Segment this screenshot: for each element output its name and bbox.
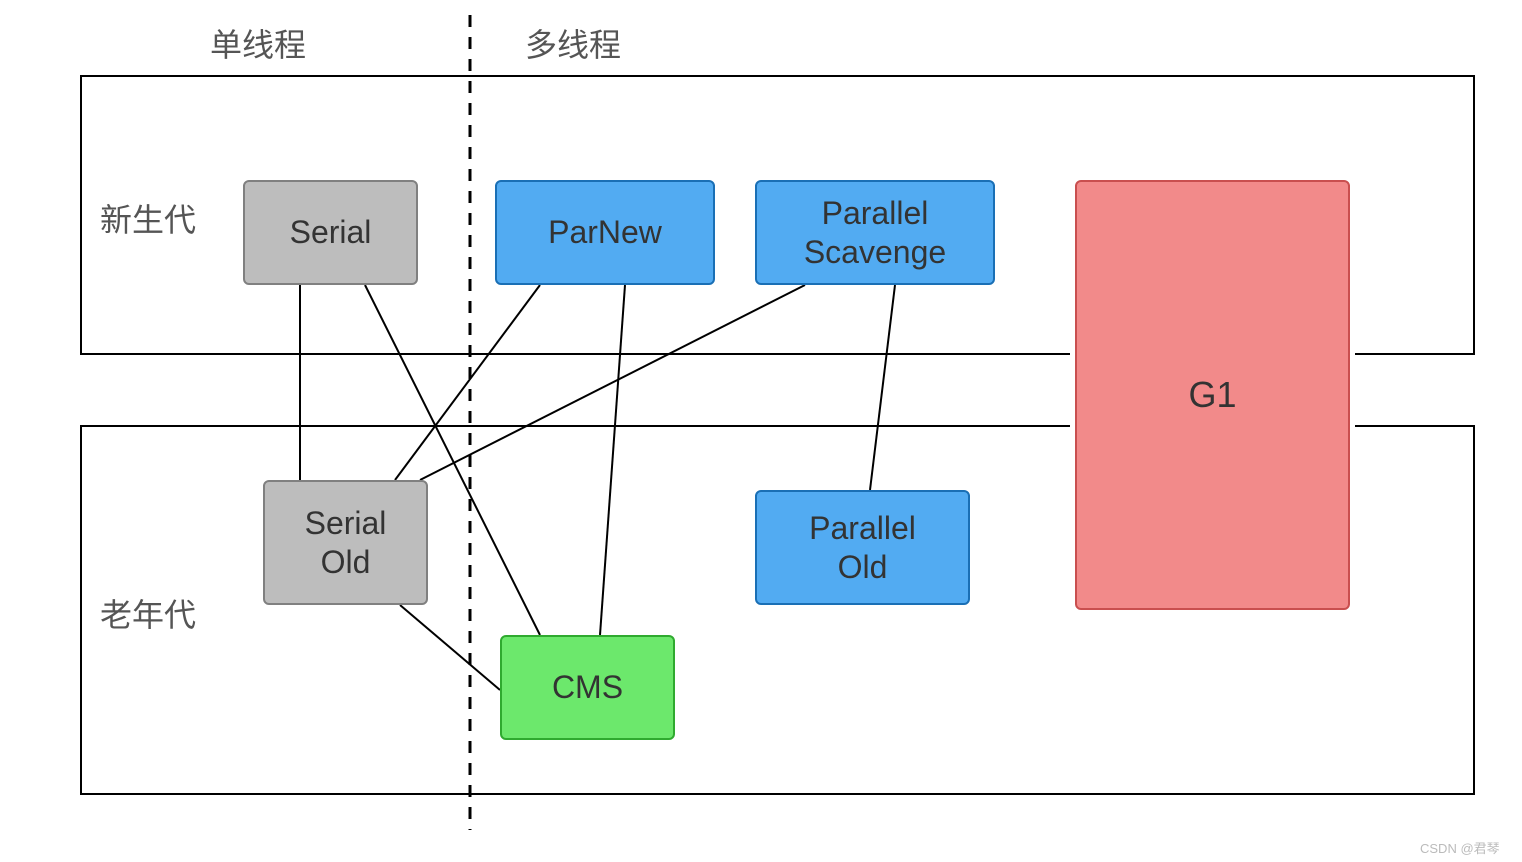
node-g1: G1 bbox=[1075, 180, 1350, 610]
gc-diagram: 单线程 多线程 新生代 老年代 Serial ParNew Parallel S… bbox=[0, 0, 1522, 862]
node-serial-old-label: Serial Old bbox=[305, 504, 387, 581]
node-parallel-scavenge: Parallel Scavenge bbox=[755, 180, 995, 285]
node-parallel-scavenge-label: Parallel Scavenge bbox=[804, 194, 946, 271]
node-parnew-label: ParNew bbox=[548, 213, 662, 251]
node-parallel-old: Parallel Old bbox=[755, 490, 970, 605]
node-parnew: ParNew bbox=[495, 180, 715, 285]
header-single-thread: 单线程 bbox=[210, 20, 306, 66]
header-multi-thread: 多线程 bbox=[525, 20, 621, 66]
row-label-young: 新生代 bbox=[100, 195, 196, 241]
node-serial: Serial bbox=[243, 180, 418, 285]
row-label-old: 老年代 bbox=[100, 590, 196, 636]
node-serial-label: Serial bbox=[290, 213, 372, 251]
node-serial-old: Serial Old bbox=[263, 480, 428, 605]
node-parallel-old-label: Parallel Old bbox=[809, 509, 916, 586]
node-cms: CMS bbox=[500, 635, 675, 740]
node-cms-label: CMS bbox=[552, 668, 623, 706]
watermark-text: CSDN @君琴 bbox=[1420, 838, 1500, 857]
node-g1-label: G1 bbox=[1188, 373, 1236, 416]
